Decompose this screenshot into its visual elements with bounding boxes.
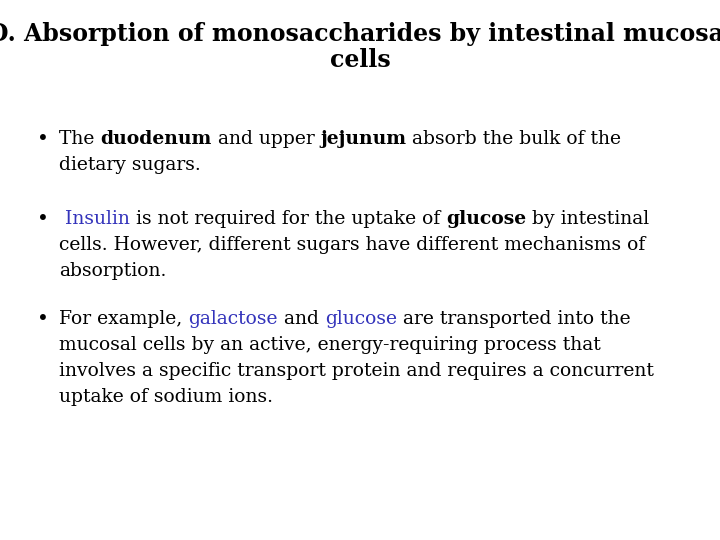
Text: by intestinal: by intestinal — [526, 210, 649, 228]
Text: are transported into the: are transported into the — [397, 310, 630, 328]
Text: uptake of sodium ions.: uptake of sodium ions. — [59, 388, 273, 406]
Text: D. Absorption of monosaccharides by intestinal mucosal: D. Absorption of monosaccharides by inte… — [0, 22, 720, 46]
Text: •: • — [37, 210, 49, 229]
Text: mucosal cells by an active, energy-requiring process that: mucosal cells by an active, energy-requi… — [59, 336, 600, 354]
Text: •: • — [37, 130, 49, 149]
Text: glucose: glucose — [446, 210, 526, 228]
Text: absorb the bulk of the: absorb the bulk of the — [406, 130, 621, 148]
Text: cells: cells — [330, 49, 390, 72]
Text: is not required for the uptake of: is not required for the uptake of — [130, 210, 446, 228]
Text: jejunum: jejunum — [320, 130, 406, 148]
Text: cells. However, different sugars have different mechanisms of: cells. However, different sugars have di… — [59, 236, 645, 254]
Text: •: • — [37, 310, 49, 329]
Text: and upper: and upper — [212, 130, 320, 148]
Text: The: The — [59, 130, 100, 148]
Text: glucose: glucose — [325, 310, 397, 328]
Text: absorption.: absorption. — [59, 262, 166, 280]
Text: Insulin: Insulin — [59, 210, 130, 228]
Text: For example,: For example, — [59, 310, 189, 328]
Text: and: and — [278, 310, 325, 328]
Text: duodenum: duodenum — [100, 130, 212, 148]
Text: dietary sugars.: dietary sugars. — [59, 156, 201, 174]
Text: galactose: galactose — [189, 310, 278, 328]
Text: involves a specific transport protein and requires a concurrent: involves a specific transport protein an… — [59, 362, 654, 380]
